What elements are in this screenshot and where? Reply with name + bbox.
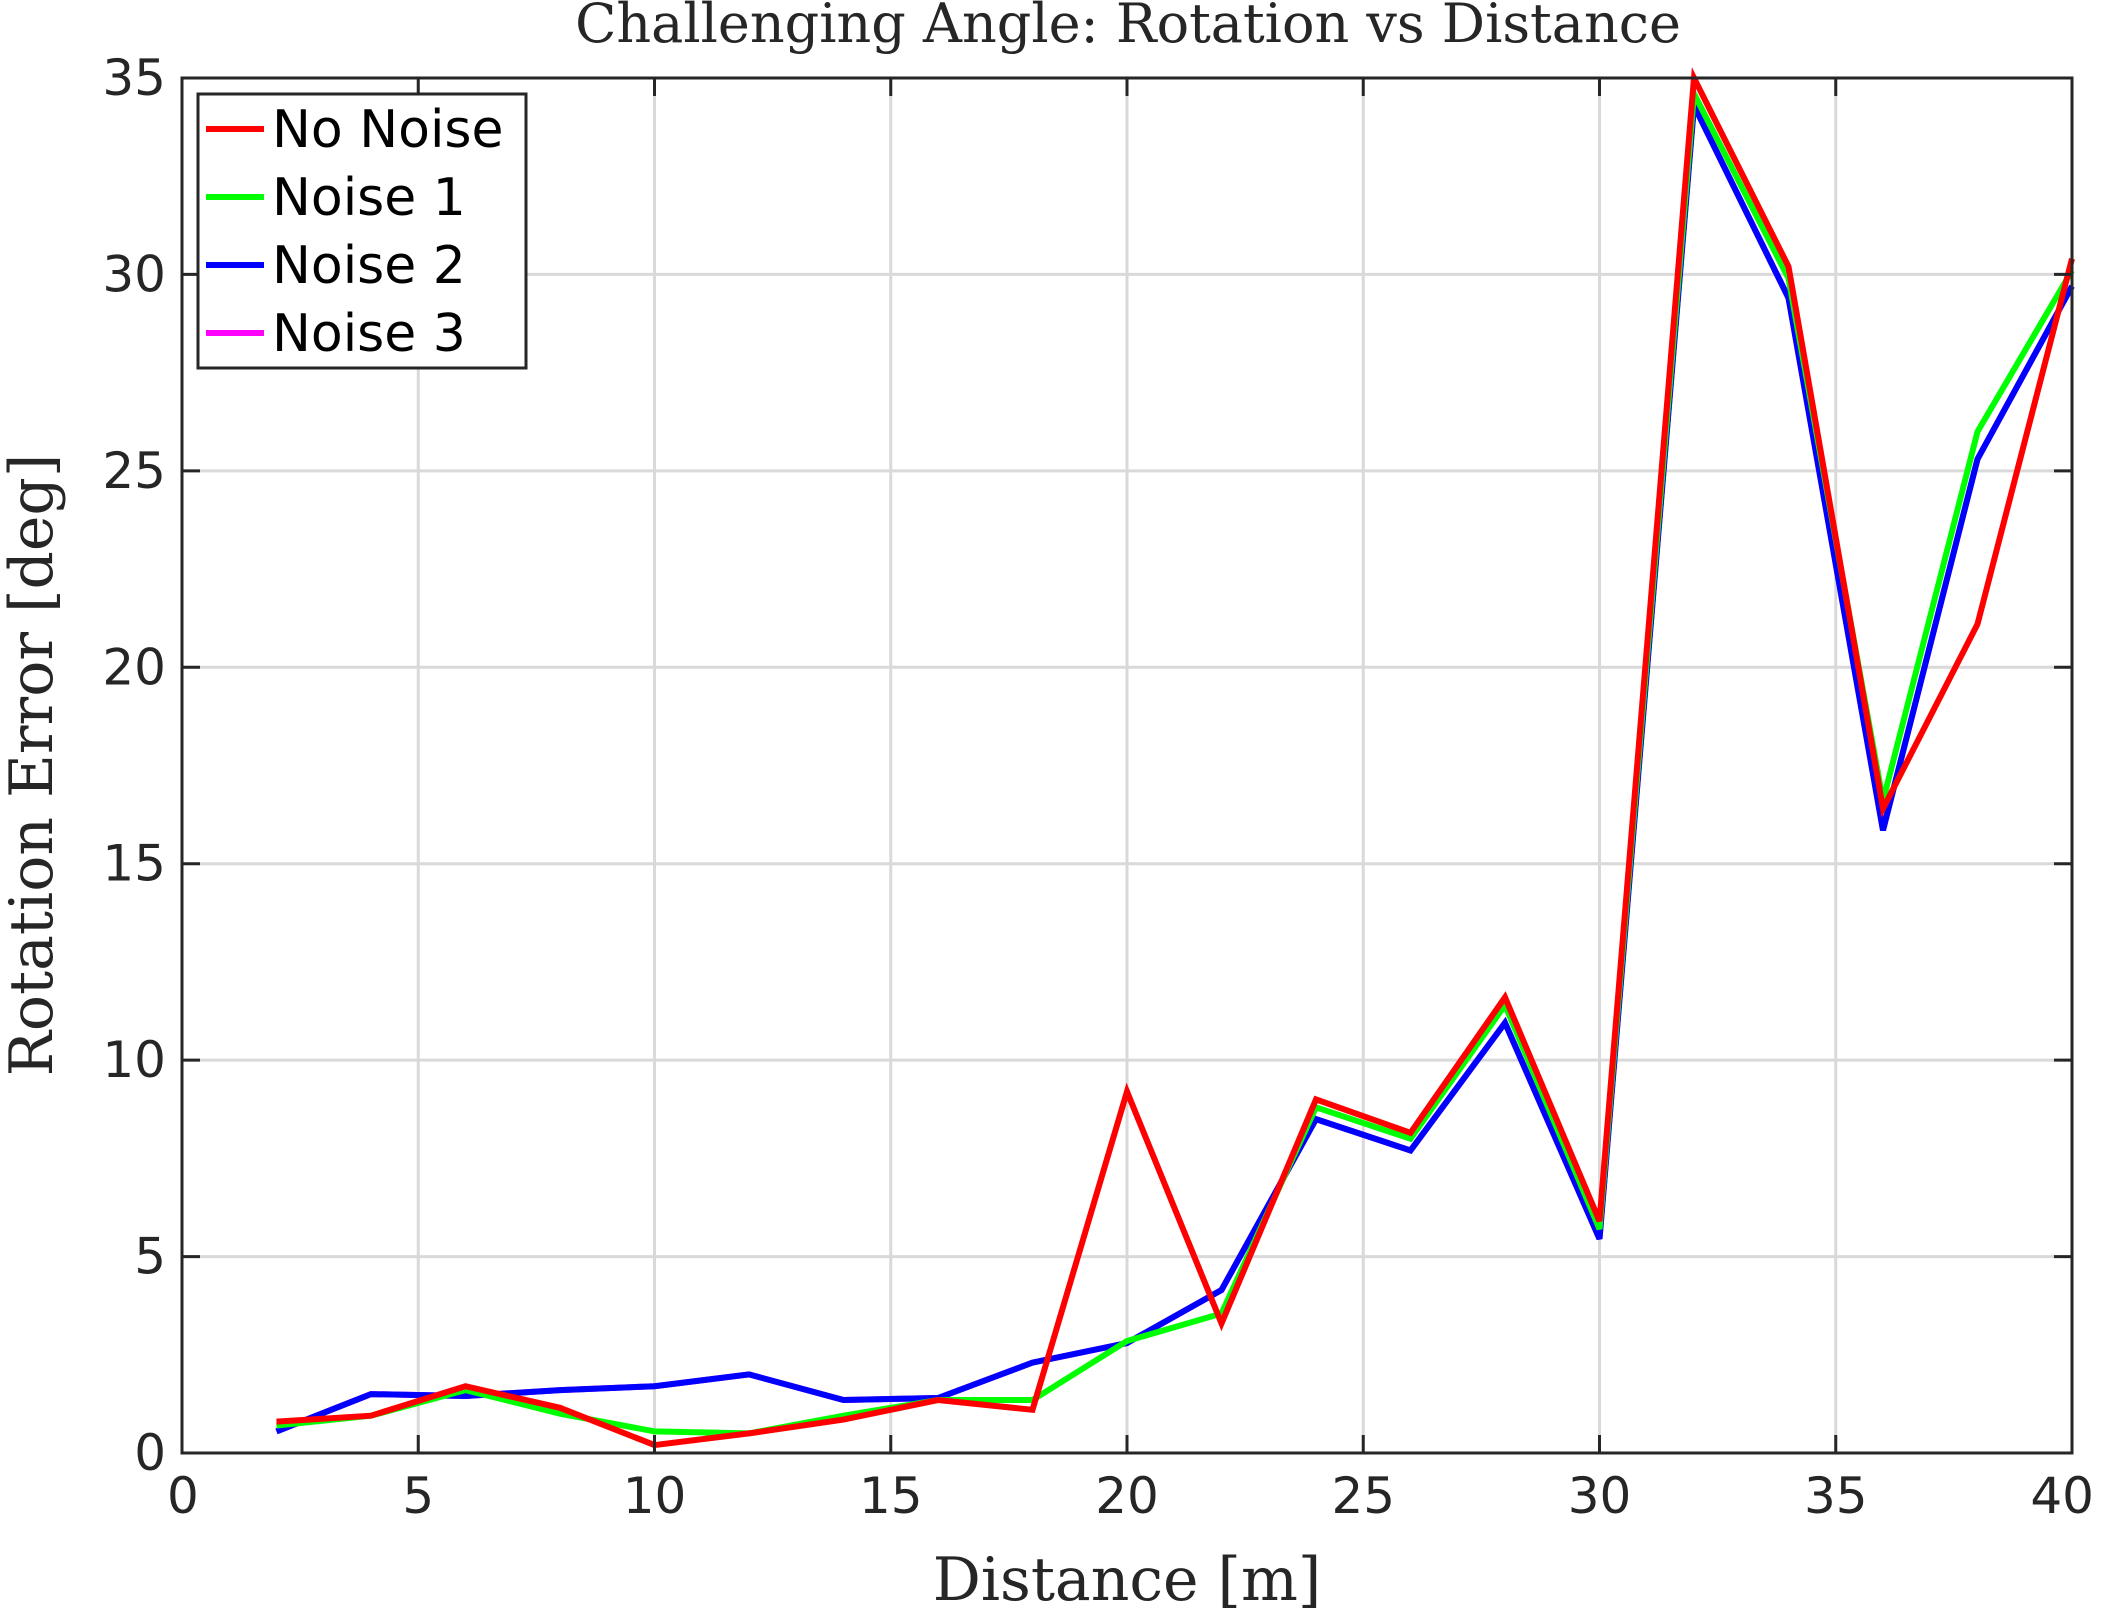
y-tick-label-2: 10 [102,1031,166,1089]
x-tick-label-6: 30 [1568,1467,1632,1525]
x-tick-label-0: 0 [167,1467,199,1525]
chart-title: Challenging Angle: Rotation vs Distance [575,0,1681,55]
legend-label-0: No Noise [272,100,504,160]
legend: No Noise Noise 1 Noise 2 Noise 3 [196,92,528,370]
y-axis-ticks: 0 5 10 15 20 25 30 35 [102,49,2072,1482]
series-lines [275,67,2075,1449]
y-tick-label-1: 5 [134,1228,166,1286]
y-axis-label: Rotation Error [deg] [0,454,67,1077]
x-axis-ticks: 0 5 10 15 20 25 30 35 40 [167,78,2094,1525]
series-line-0 [276,67,2075,1449]
y-tick-label-4: 20 [102,638,166,696]
legend-label-2: Noise 2 [272,236,466,296]
x-tick-label-3: 15 [859,1467,923,1525]
x-tick-label-7: 35 [1804,1467,1868,1525]
x-tick-label-5: 25 [1331,1467,1395,1525]
legend-label-3: Noise 3 [272,304,466,364]
x-tick-label-2: 10 [623,1467,687,1525]
x-axis-label: Distance [m] [933,1545,1322,1615]
x-tick-label-1: 5 [402,1467,434,1525]
y-tick-label-3: 15 [102,835,166,893]
legend-box [196,92,528,370]
legend-label-1: Noise 1 [272,168,466,228]
y-tick-label-5: 25 [102,442,166,500]
x-tick-label-4: 20 [1095,1467,1159,1525]
y-tick-label-6: 30 [102,245,166,303]
y-tick-label-0: 0 [134,1424,166,1482]
y-tick-label-7: 35 [102,49,166,107]
x-tick-label-8: 40 [2030,1467,2094,1525]
series-line-2 [275,94,2075,1435]
